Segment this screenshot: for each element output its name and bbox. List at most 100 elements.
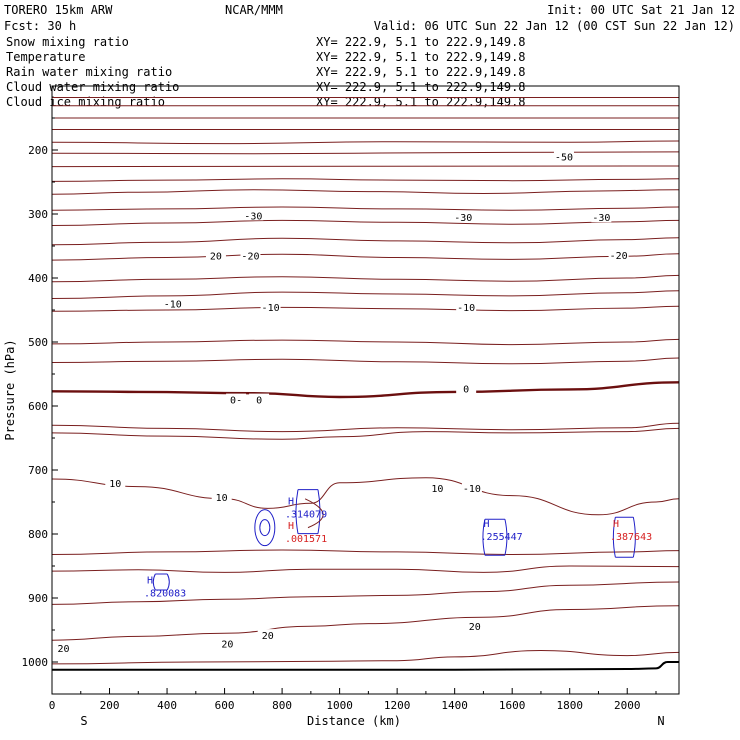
legend-name-rain: Rain water mixing ratio (6, 65, 172, 79)
temperature-label: -30 (454, 213, 472, 224)
x-tick-label: 400 (157, 699, 177, 712)
temperature-label: 10 (216, 493, 228, 504)
x-tick-label: 1600 (499, 699, 526, 712)
isotherm-line (52, 237, 679, 246)
isotherm-line (52, 422, 679, 433)
isotherm-line (52, 253, 679, 261)
maximum-marker: H (288, 497, 294, 508)
maximum-value: .314079 (285, 510, 327, 521)
contour-label-bg (249, 393, 270, 405)
temperature-label: -30 (244, 211, 262, 222)
x-tick-label: 800 (272, 699, 292, 712)
maximum-marker: H (613, 519, 619, 530)
x-tick-label: 0 (49, 699, 56, 712)
contour-label-bg (211, 490, 232, 502)
axes: 0 200 400 600 800 1000 1200 1400 1600 1800 2000200… (22, 117, 657, 712)
contour-label-bg (260, 300, 281, 312)
temperature-label: -10 (164, 300, 182, 311)
cloud-contour-layer (152, 489, 636, 591)
temperature-label: -10 (457, 303, 475, 314)
temperature-label: 20 (469, 622, 481, 633)
y-tick-label: 600 (28, 400, 48, 413)
y-tick-label: 300 (28, 208, 48, 221)
x-tick-label: 1800 (556, 699, 583, 712)
legend-xy-cloud-water: XY= 222.9, 5.1 to 222.9,149.8 (316, 80, 526, 94)
isotherm-line (52, 189, 679, 195)
maximum-value: .255447 (481, 532, 523, 543)
x-tick-label: 1400 (441, 699, 468, 712)
isotherm-line (52, 178, 679, 182)
temperature-label: 20 (57, 644, 69, 655)
isotherm-line (52, 206, 679, 211)
zero-isotherm (52, 381, 679, 399)
legend-xy-snow: XY= 222.9, 5.1 to 222.9,149.8 (316, 35, 526, 49)
org-label: NCAR/MMM (225, 3, 283, 17)
temperature-label: 10 (431, 484, 443, 495)
isotherm-line (52, 605, 679, 641)
y-tick-label: 1000 (22, 656, 49, 669)
contour-label-bg (456, 300, 477, 312)
contour-label-bg (553, 150, 574, 162)
legend-name-snow: Snow mixing ratio (6, 35, 129, 49)
contour-label-layer: -50 -30 -30 -30 20 -20 -20 -10 -10 -10 0 0- 0 10 10 10 -… (53, 150, 629, 655)
x-axis-start-label: S (80, 714, 87, 728)
isotherm-line (52, 151, 679, 155)
maximum-value: .001571 (285, 534, 327, 545)
valid-time: Valid: 06 UTC Sun 22 Jan 12 (00 CST Sun … (374, 19, 735, 33)
contour-label-bg (217, 637, 238, 649)
temperature-label: -10 (463, 484, 481, 495)
y-tick-label: 800 (28, 528, 48, 541)
contour-label-bg (105, 476, 126, 488)
maximum-marker: H (484, 519, 490, 530)
cloud-contour (152, 573, 170, 591)
cloud-contour (259, 519, 271, 537)
maximum-value: .820083 (144, 588, 186, 599)
contour-label-bg (591, 211, 612, 223)
legend-xy-rain: XY= 222.9, 5.1 to 222.9,149.8 (316, 65, 526, 79)
isotherm-line (52, 427, 679, 440)
cloud-contour (482, 518, 508, 556)
temperature-label: -50 (555, 152, 573, 163)
isotherm-line (52, 565, 679, 573)
x-axis-title: Distance (km) (307, 714, 401, 728)
contour-label-bg (453, 211, 474, 223)
legend-name-cloud-water: Cloud water mixing ratio (6, 80, 179, 94)
isotherm-line (52, 274, 679, 283)
legend-name-temperature: Temperature (6, 50, 85, 64)
isotherm-line (52, 140, 679, 145)
legend-xy-temperature: XY= 222.9, 5.1 to 222.9,149.8 (316, 50, 526, 64)
contour-label-bg (53, 641, 74, 653)
isotherm-line (52, 305, 679, 312)
temperature-label: 20 (262, 631, 274, 642)
isotherm-line (52, 549, 679, 556)
isotherm-line (52, 477, 679, 516)
isotherm-line (304, 498, 324, 529)
isotherm-line (52, 165, 679, 168)
contour-label-bg (461, 481, 482, 493)
y-tick-label: 500 (28, 336, 48, 349)
contour-label-bg (226, 393, 247, 405)
plot-frame (51, 85, 680, 695)
terrain-layer (52, 661, 679, 671)
isotherm-line (52, 338, 679, 346)
isotherm-line (52, 357, 679, 365)
x-tick-label: 2000 (614, 699, 641, 712)
contour-label-bg (257, 629, 278, 641)
temperature-label: -10 (262, 303, 280, 314)
cloud-contour (254, 509, 276, 547)
cloud-contour (295, 489, 321, 535)
temperature-label: 0 (256, 396, 262, 407)
terrain-surface (52, 661, 679, 671)
contour-label-bg (205, 249, 226, 261)
isotherm-line (52, 290, 679, 299)
contour-label-bg (427, 481, 448, 493)
temperature-label: -30 (592, 213, 610, 224)
x-tick-label: 1000 (326, 699, 353, 712)
temperature-label: -20 (241, 252, 259, 263)
contour-label-bg (240, 249, 261, 261)
contour-label-bg (243, 209, 264, 221)
cloud-contour (612, 516, 636, 558)
isotherm-line (52, 649, 679, 665)
x-tick-label: 1200 (384, 699, 411, 712)
